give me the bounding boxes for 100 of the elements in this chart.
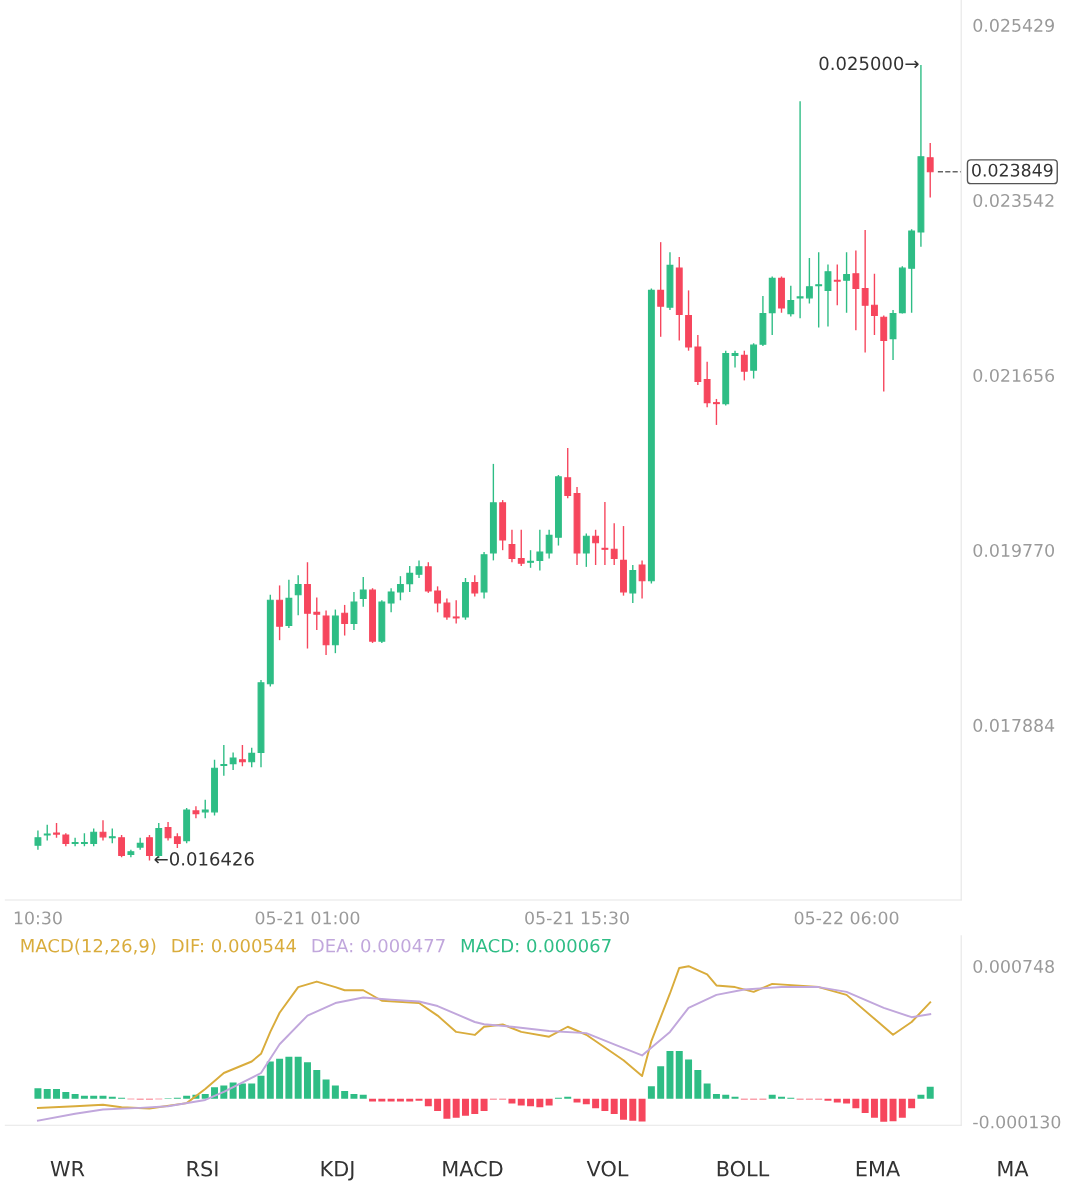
bar xyxy=(378,1098,386,1102)
candlestick xyxy=(146,834,153,862)
bar xyxy=(666,1051,674,1099)
bar xyxy=(908,1098,916,1109)
bar xyxy=(238,1083,246,1099)
annotation: 0.025000→ xyxy=(819,56,919,71)
candlestick xyxy=(452,599,460,625)
candlestick xyxy=(861,229,869,354)
chart-title: MACD(12,26,9) xyxy=(21,938,156,955)
bar xyxy=(480,1098,488,1112)
candlestick xyxy=(824,263,832,328)
bar xyxy=(53,1089,61,1099)
candlestick xyxy=(796,100,804,319)
bar xyxy=(712,1093,720,1099)
candlestick xyxy=(703,361,711,408)
bar xyxy=(620,1098,627,1120)
bar xyxy=(926,1086,934,1099)
series-label: DIF: 0.000544 xyxy=(172,938,296,953)
bar xyxy=(685,1059,693,1099)
ref-line-label: 0.023849 xyxy=(972,163,1053,177)
y-tick-label: 0.019770 xyxy=(973,543,1054,558)
candlestick xyxy=(164,821,172,842)
candlestick xyxy=(471,574,479,598)
bar xyxy=(638,1098,646,1122)
candlestick xyxy=(536,529,544,572)
candlestick xyxy=(713,398,720,426)
candlestick xyxy=(592,529,600,566)
text: RSI xyxy=(187,1160,218,1177)
text: MA xyxy=(998,1161,1029,1177)
candlestick xyxy=(610,522,618,566)
candlestick xyxy=(629,564,637,604)
candlestick xyxy=(517,529,525,567)
bar xyxy=(880,1098,888,1122)
bar xyxy=(99,1095,107,1099)
bar xyxy=(43,1089,51,1099)
candlestick xyxy=(118,834,126,858)
bar xyxy=(610,1098,618,1114)
text: VOL xyxy=(586,1160,629,1177)
candlestick xyxy=(815,251,823,329)
candlestick xyxy=(229,751,237,771)
x-tick-label: 10:30 xyxy=(14,911,62,925)
bar xyxy=(601,1098,609,1112)
bar xyxy=(462,1098,469,1116)
candlestick xyxy=(406,565,414,593)
candlestick xyxy=(638,559,646,600)
candlestick xyxy=(657,241,665,338)
annotation: ←0.016426 xyxy=(154,852,254,866)
candlestick xyxy=(833,263,841,306)
bar xyxy=(424,1098,432,1107)
bar xyxy=(452,1098,460,1118)
x-tick-label: 05-22 06:00 xyxy=(794,911,899,925)
candlestick xyxy=(843,251,851,314)
candlestick xyxy=(294,574,302,616)
bar xyxy=(322,1079,330,1099)
bar xyxy=(294,1056,302,1099)
candlestick xyxy=(34,829,42,851)
candlestick xyxy=(71,837,79,847)
bar xyxy=(852,1098,860,1109)
text: MACD: 0.000067 xyxy=(461,938,611,953)
bar xyxy=(917,1094,925,1099)
y-tick-label: -0.000130 xyxy=(973,1115,1061,1129)
candlestick xyxy=(852,249,860,331)
text: KDJ xyxy=(321,1161,354,1181)
bar xyxy=(527,1098,535,1107)
candlestick xyxy=(248,747,256,768)
bar xyxy=(471,1098,479,1114)
candlestick xyxy=(443,597,451,621)
y-tick-label: 0.017884 xyxy=(973,718,1055,733)
text: BOLL xyxy=(717,1160,770,1177)
bar xyxy=(90,1095,98,1099)
bar xyxy=(313,1069,321,1099)
candlestick xyxy=(192,805,200,820)
bar xyxy=(80,1095,88,1099)
candlestick xyxy=(201,799,209,820)
bar xyxy=(406,1098,414,1102)
bar xyxy=(703,1083,711,1099)
candlestick xyxy=(740,350,748,382)
candlestick xyxy=(880,314,888,393)
bar xyxy=(341,1091,349,1099)
candlestick xyxy=(313,596,321,631)
bar xyxy=(870,1098,878,1118)
bar xyxy=(694,1069,702,1099)
bar xyxy=(369,1098,377,1102)
bar xyxy=(183,1095,191,1099)
candlestick xyxy=(601,501,609,566)
candlestick xyxy=(396,575,404,601)
bar xyxy=(285,1056,293,1099)
bar xyxy=(647,1086,655,1099)
candlestick xyxy=(508,529,516,563)
bar xyxy=(592,1098,600,1109)
bar xyxy=(396,1098,404,1102)
bar xyxy=(861,1098,869,1114)
candlestick xyxy=(99,819,107,842)
bar xyxy=(359,1094,367,1099)
y-tick-label: 0.023542 xyxy=(973,193,1054,208)
bar xyxy=(266,1061,274,1099)
candlestick xyxy=(582,532,590,568)
y-tick-label: 0.021656 xyxy=(973,368,1055,383)
candlestick xyxy=(434,585,442,614)
bar xyxy=(350,1093,358,1099)
